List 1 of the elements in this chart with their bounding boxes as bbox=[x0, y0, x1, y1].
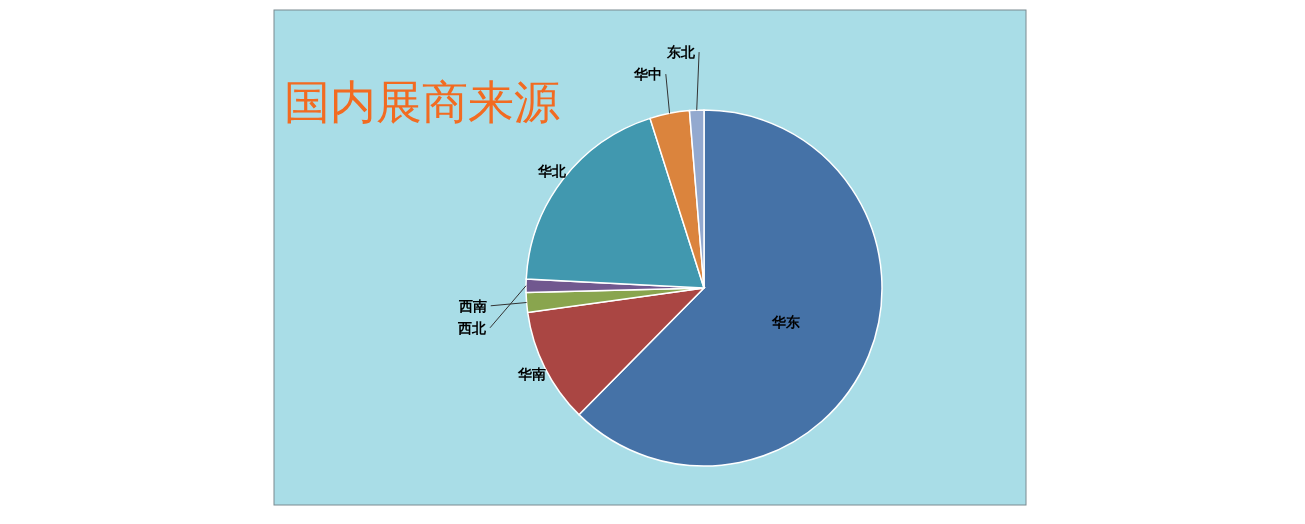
title: 国内展商来源 bbox=[284, 77, 560, 128]
